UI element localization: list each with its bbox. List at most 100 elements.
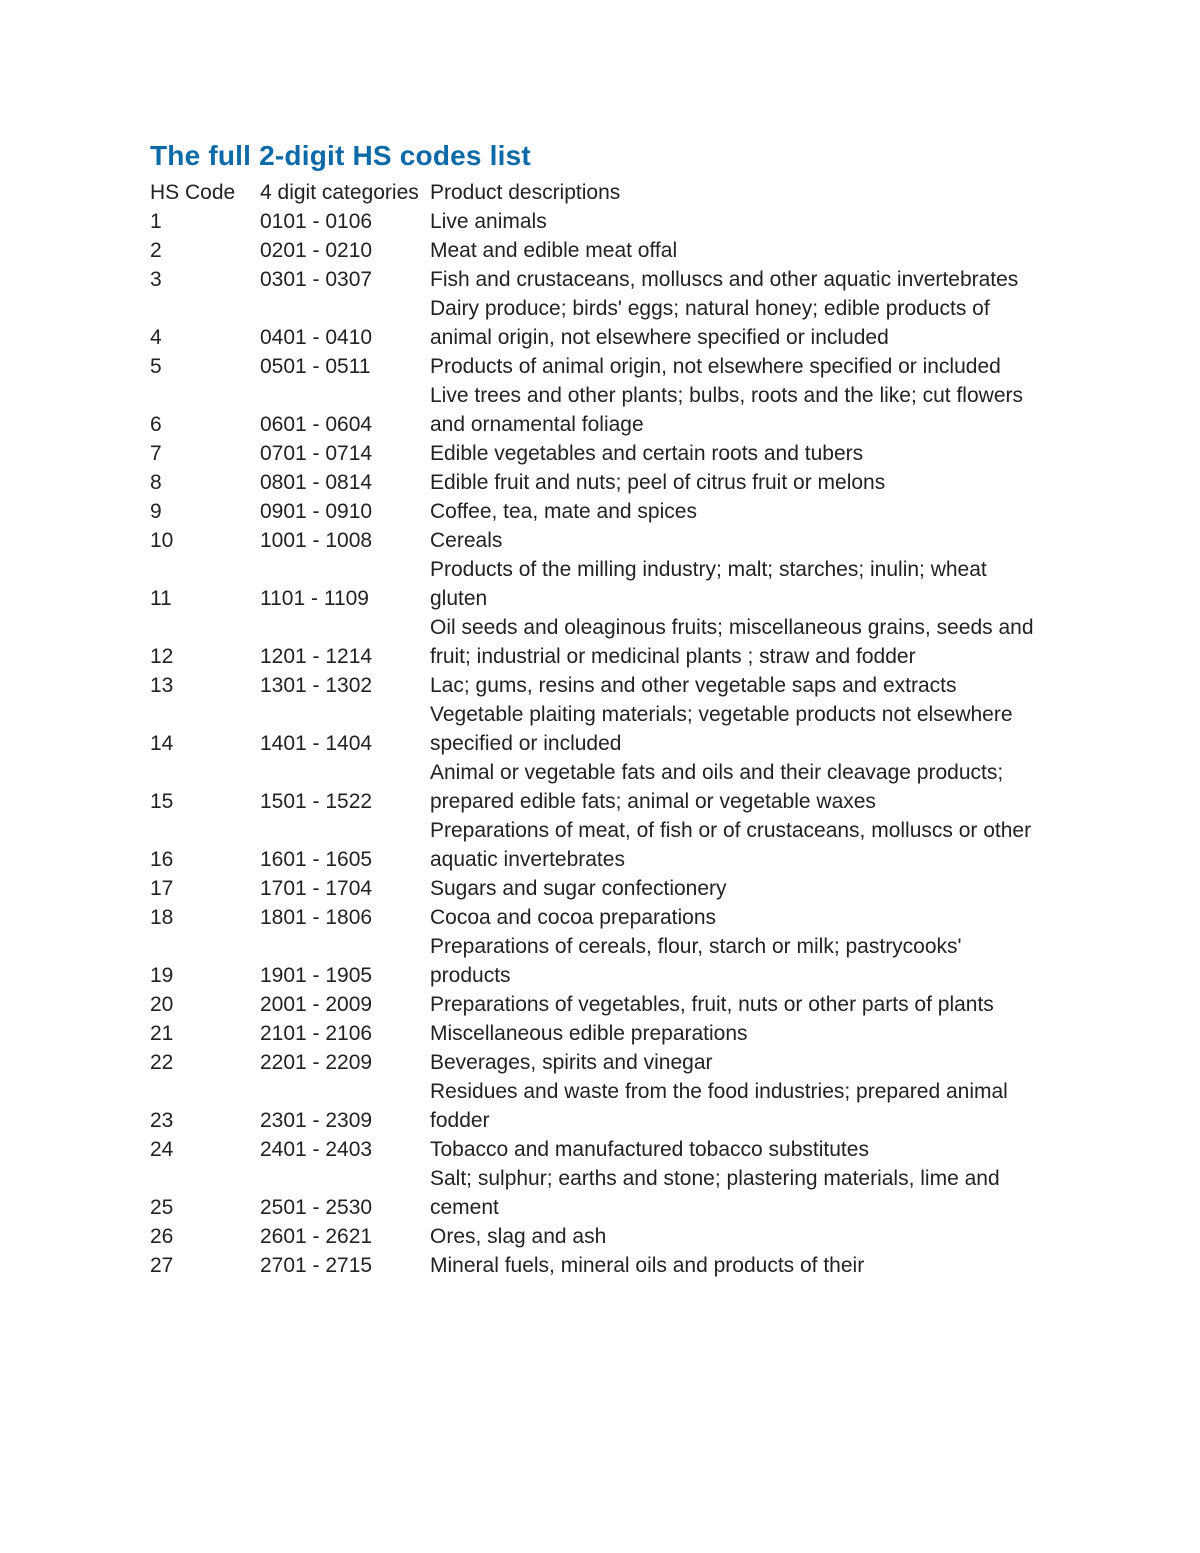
cell-4-digit-range: 2601 - 2621 [260, 1222, 430, 1251]
cell-4-digit-range: 1901 - 1905 [260, 932, 430, 990]
table-row: 60601 - 0604Live trees and other plants;… [150, 381, 1050, 439]
cell-4-digit-range: 0601 - 0604 [260, 381, 430, 439]
table-row: 111101 - 1109Products of the milling ind… [150, 555, 1050, 613]
cell-description: Cocoa and cocoa preparations [430, 903, 1050, 932]
cell-description: Mineral fuels, mineral oils and products… [430, 1251, 1050, 1280]
cell-hs-code: 10 [150, 526, 260, 555]
cell-4-digit-range: 0101 - 0106 [260, 207, 430, 236]
cell-description: Meat and edible meat offal [430, 236, 1050, 265]
cell-hs-code: 20 [150, 990, 260, 1019]
cell-description: Products of animal origin, not elsewhere… [430, 352, 1050, 381]
cell-description: Residues and waste from the food industr… [430, 1077, 1050, 1135]
cell-hs-code: 25 [150, 1164, 260, 1222]
cell-description: Live animals [430, 207, 1050, 236]
cell-description: Sugars and sugar confectionery [430, 874, 1050, 903]
cell-4-digit-range: 0501 - 0511 [260, 352, 430, 381]
cell-description: Coffee, tea, mate and spices [430, 497, 1050, 526]
cell-description: Beverages, spirits and vinegar [430, 1048, 1050, 1077]
cell-hs-code: 17 [150, 874, 260, 903]
table-row: 171701 - 1704Sugars and sugar confection… [150, 874, 1050, 903]
col-header-4-digit: 4 digit categories [260, 178, 430, 207]
table-row: 212101 - 2106Miscellaneous edible prepar… [150, 1019, 1050, 1048]
cell-hs-code: 3 [150, 265, 260, 294]
cell-4-digit-range: 1801 - 1806 [260, 903, 430, 932]
table-row: 252501 - 2530Salt; sulphur; earths and s… [150, 1164, 1050, 1222]
cell-hs-code: 15 [150, 758, 260, 816]
cell-description: Tobacco and manufactured tobacco substit… [430, 1135, 1050, 1164]
cell-4-digit-range: 2001 - 2009 [260, 990, 430, 1019]
cell-description: Lac; gums, resins and other vegetable sa… [430, 671, 1050, 700]
table-row: 20201 - 0210Meat and edible meat offal [150, 236, 1050, 265]
cell-description: Preparations of vegetables, fruit, nuts … [430, 990, 1050, 1019]
table-row: 40401 - 0410Dairy produce; birds' eggs; … [150, 294, 1050, 352]
cell-hs-code: 4 [150, 294, 260, 352]
hs-codes-table: HS Code 4 digit categories Product descr… [150, 178, 1050, 1280]
cell-description: Dairy produce; birds' eggs; natural hone… [430, 294, 1050, 352]
cell-hs-code: 11 [150, 555, 260, 613]
table-row: 30301 - 0307Fish and crustaceans, mollus… [150, 265, 1050, 294]
cell-4-digit-range: 2501 - 2530 [260, 1164, 430, 1222]
cell-4-digit-range: 2201 - 2209 [260, 1048, 430, 1077]
cell-hs-code: 21 [150, 1019, 260, 1048]
cell-hs-code: 13 [150, 671, 260, 700]
cell-hs-code: 23 [150, 1077, 260, 1135]
table-row: 202001 - 2009Preparations of vegetables,… [150, 990, 1050, 1019]
cell-4-digit-range: 1001 - 1008 [260, 526, 430, 555]
cell-4-digit-range: 1701 - 1704 [260, 874, 430, 903]
table-row: 121201 - 1214Oil seeds and oleaginous fr… [150, 613, 1050, 671]
table-body: 10101 - 0106Live animals20201 - 0210Meat… [150, 207, 1050, 1280]
cell-4-digit-range: 0201 - 0210 [260, 236, 430, 265]
cell-4-digit-range: 1201 - 1214 [260, 613, 430, 671]
table-row: 101001 - 1008Cereals [150, 526, 1050, 555]
cell-4-digit-range: 0301 - 0307 [260, 265, 430, 294]
cell-description: Fish and crustaceans, molluscs and other… [430, 265, 1050, 294]
cell-hs-code: 7 [150, 439, 260, 468]
col-header-description: Product descriptions [430, 178, 1050, 207]
table-row: 191901 - 1905Preparations of cereals, fl… [150, 932, 1050, 990]
cell-description: Cereals [430, 526, 1050, 555]
cell-description: Ores, slag and ash [430, 1222, 1050, 1251]
table-row: 80801 - 0814Edible fruit and nuts; peel … [150, 468, 1050, 497]
cell-description: Edible vegetables and certain roots and … [430, 439, 1050, 468]
cell-4-digit-range: 1501 - 1522 [260, 758, 430, 816]
cell-hs-code: 9 [150, 497, 260, 526]
cell-4-digit-range: 0401 - 0410 [260, 294, 430, 352]
table-row: 181801 - 1806Cocoa and cocoa preparation… [150, 903, 1050, 932]
table-row: 90901 - 0910Coffee, tea, mate and spices [150, 497, 1050, 526]
cell-description: Oil seeds and oleaginous fruits; miscell… [430, 613, 1050, 671]
cell-4-digit-range: 2701 - 2715 [260, 1251, 430, 1280]
table-row: 242401 - 2403Tobacco and manufactured to… [150, 1135, 1050, 1164]
cell-4-digit-range: 1401 - 1404 [260, 700, 430, 758]
cell-hs-code: 6 [150, 381, 260, 439]
cell-4-digit-range: 2401 - 2403 [260, 1135, 430, 1164]
table-row: 262601 - 2621Ores, slag and ash [150, 1222, 1050, 1251]
col-header-hs-code: HS Code [150, 178, 260, 207]
cell-hs-code: 16 [150, 816, 260, 874]
cell-hs-code: 18 [150, 903, 260, 932]
cell-4-digit-range: 0801 - 0814 [260, 468, 430, 497]
cell-hs-code: 1 [150, 207, 260, 236]
cell-description: Products of the milling industry; malt; … [430, 555, 1050, 613]
page-title: The full 2-digit HS codes list [150, 140, 1050, 172]
table-row: 131301 - 1302Lac; gums, resins and other… [150, 671, 1050, 700]
table-row: 151501 - 1522Animal or vegetable fats an… [150, 758, 1050, 816]
document-page: The full 2-digit HS codes list HS Code 4… [0, 0, 1200, 1553]
cell-description: Vegetable plaiting materials; vegetable … [430, 700, 1050, 758]
cell-description: Preparations of meat, of fish or of crus… [430, 816, 1050, 874]
cell-hs-code: 2 [150, 236, 260, 265]
cell-description: Preparations of cereals, flour, starch o… [430, 932, 1050, 990]
cell-hs-code: 12 [150, 613, 260, 671]
cell-hs-code: 26 [150, 1222, 260, 1251]
table-row: 50501 - 0511Products of animal origin, n… [150, 352, 1050, 381]
cell-4-digit-range: 2101 - 2106 [260, 1019, 430, 1048]
cell-hs-code: 8 [150, 468, 260, 497]
cell-hs-code: 27 [150, 1251, 260, 1280]
table-row: 272701 - 2715Mineral fuels, mineral oils… [150, 1251, 1050, 1280]
table-row: 232301 - 2309Residues and waste from the… [150, 1077, 1050, 1135]
table-row: 161601 - 1605Preparations of meat, of fi… [150, 816, 1050, 874]
cell-4-digit-range: 2301 - 2309 [260, 1077, 430, 1135]
cell-4-digit-range: 1101 - 1109 [260, 555, 430, 613]
table-row: 222201 - 2209Beverages, spirits and vine… [150, 1048, 1050, 1077]
cell-hs-code: 5 [150, 352, 260, 381]
cell-4-digit-range: 1601 - 1605 [260, 816, 430, 874]
